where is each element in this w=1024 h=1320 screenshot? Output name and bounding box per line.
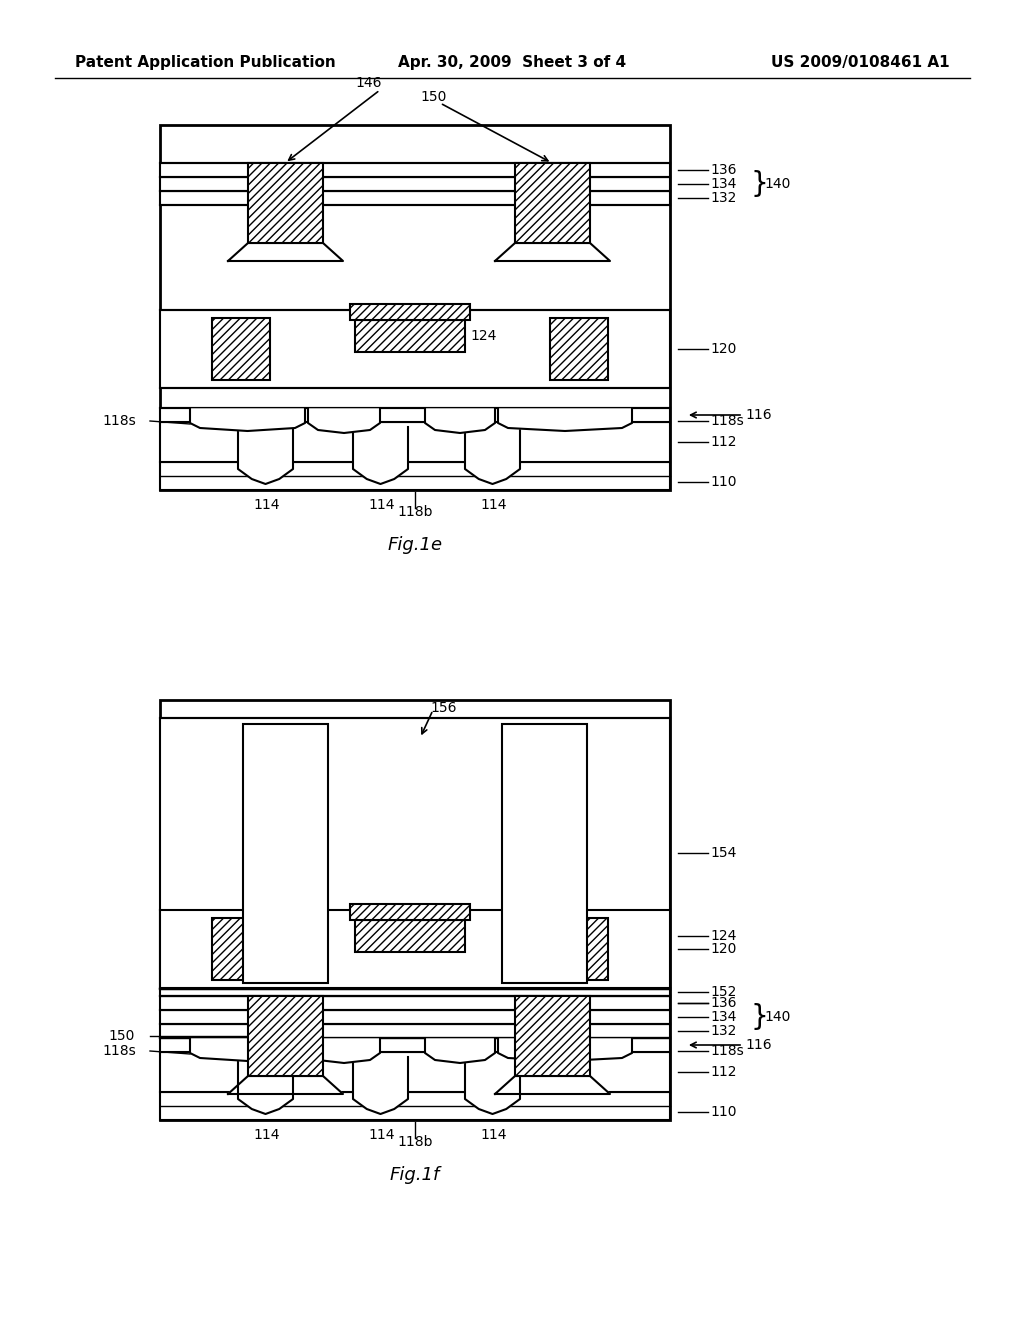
Text: 136: 136 [710,997,736,1010]
Polygon shape [495,243,610,261]
Bar [160,1038,670,1052]
Polygon shape [190,1039,305,1061]
Bar [355,319,465,352]
Bar [515,997,590,1076]
Bar [355,920,465,952]
Polygon shape [495,1076,610,1094]
Text: 120: 120 [710,942,736,956]
Bar [160,462,670,490]
Text: 124: 124 [710,929,736,942]
Bar [248,997,323,1076]
Text: 118s: 118s [102,1044,136,1059]
Text: 110: 110 [710,1105,736,1119]
Text: 114: 114 [480,498,507,512]
Text: 118b: 118b [397,1135,432,1148]
Text: 114: 114 [480,1129,507,1142]
Text: 154: 154 [710,846,736,861]
Polygon shape [498,1039,632,1061]
Text: 136: 136 [710,162,736,177]
Bar [212,917,270,979]
Polygon shape [190,409,305,432]
Text: Fig.1f: Fig.1f [390,1166,440,1184]
Text: 110: 110 [710,475,736,488]
Bar [350,904,470,920]
Bar [160,422,670,462]
Text: 118b: 118b [397,506,432,519]
Text: 120: 120 [710,342,736,356]
Text: 150: 150 [108,1030,134,1043]
Bar [212,318,270,380]
Bar [515,162,590,243]
Text: 132: 132 [710,191,736,205]
Text: 118s: 118s [102,414,136,428]
Text: 140: 140 [764,177,791,191]
Text: 118s: 118s [710,414,743,428]
Polygon shape [465,426,520,484]
Text: 150: 150 [420,90,446,104]
Text: 116: 116 [745,1038,772,1052]
Text: 146: 146 [355,77,382,90]
Text: 156: 156 [430,701,457,715]
Polygon shape [238,1057,293,1114]
Polygon shape [308,409,380,433]
Text: 140: 140 [764,1010,791,1024]
Text: 124: 124 [470,329,497,343]
Bar [160,408,670,422]
Polygon shape [308,1039,380,1063]
Bar [160,1010,670,1024]
Bar [160,125,670,490]
Text: US 2009/0108461 A1: US 2009/0108461 A1 [771,54,950,70]
Text: 116: 116 [745,408,772,422]
Bar [160,310,670,388]
Text: 112: 112 [710,436,736,449]
Text: Patent Application Publication: Patent Application Publication [75,54,336,70]
Bar [243,723,328,983]
Bar [160,1052,670,1092]
Bar [550,917,608,979]
Text: 114: 114 [253,498,280,512]
Polygon shape [353,1057,408,1114]
Text: 152: 152 [710,985,736,999]
Text: }: } [751,1003,769,1031]
Bar [160,162,670,177]
Bar [160,909,670,987]
Polygon shape [425,1039,495,1063]
Text: 114: 114 [253,1129,280,1142]
Text: 132: 132 [710,1024,736,1038]
Text: Fig.1e: Fig.1e [387,536,442,554]
Text: Apr. 30, 2009  Sheet 3 of 4: Apr. 30, 2009 Sheet 3 of 4 [398,54,626,70]
Polygon shape [238,426,293,484]
Bar [160,997,670,1010]
Bar [160,700,670,1119]
Text: 134: 134 [710,177,736,191]
Text: 114: 114 [368,498,394,512]
Polygon shape [498,409,632,432]
Text: 112: 112 [710,1065,736,1078]
Bar [248,162,323,243]
Text: 114: 114 [368,1129,394,1142]
Bar [350,304,470,319]
Polygon shape [353,426,408,484]
Bar [160,1092,670,1119]
Bar [502,723,587,983]
Bar [160,191,670,205]
Text: 134: 134 [710,1010,736,1024]
Polygon shape [465,1057,520,1114]
Bar [160,718,670,989]
Text: 118s: 118s [710,1044,743,1059]
Text: }: } [751,170,769,198]
Bar [160,989,670,997]
Bar [160,1024,670,1038]
Polygon shape [425,409,495,433]
Polygon shape [228,1076,343,1094]
Bar [160,177,670,191]
Polygon shape [228,243,343,261]
Bar [550,318,608,380]
